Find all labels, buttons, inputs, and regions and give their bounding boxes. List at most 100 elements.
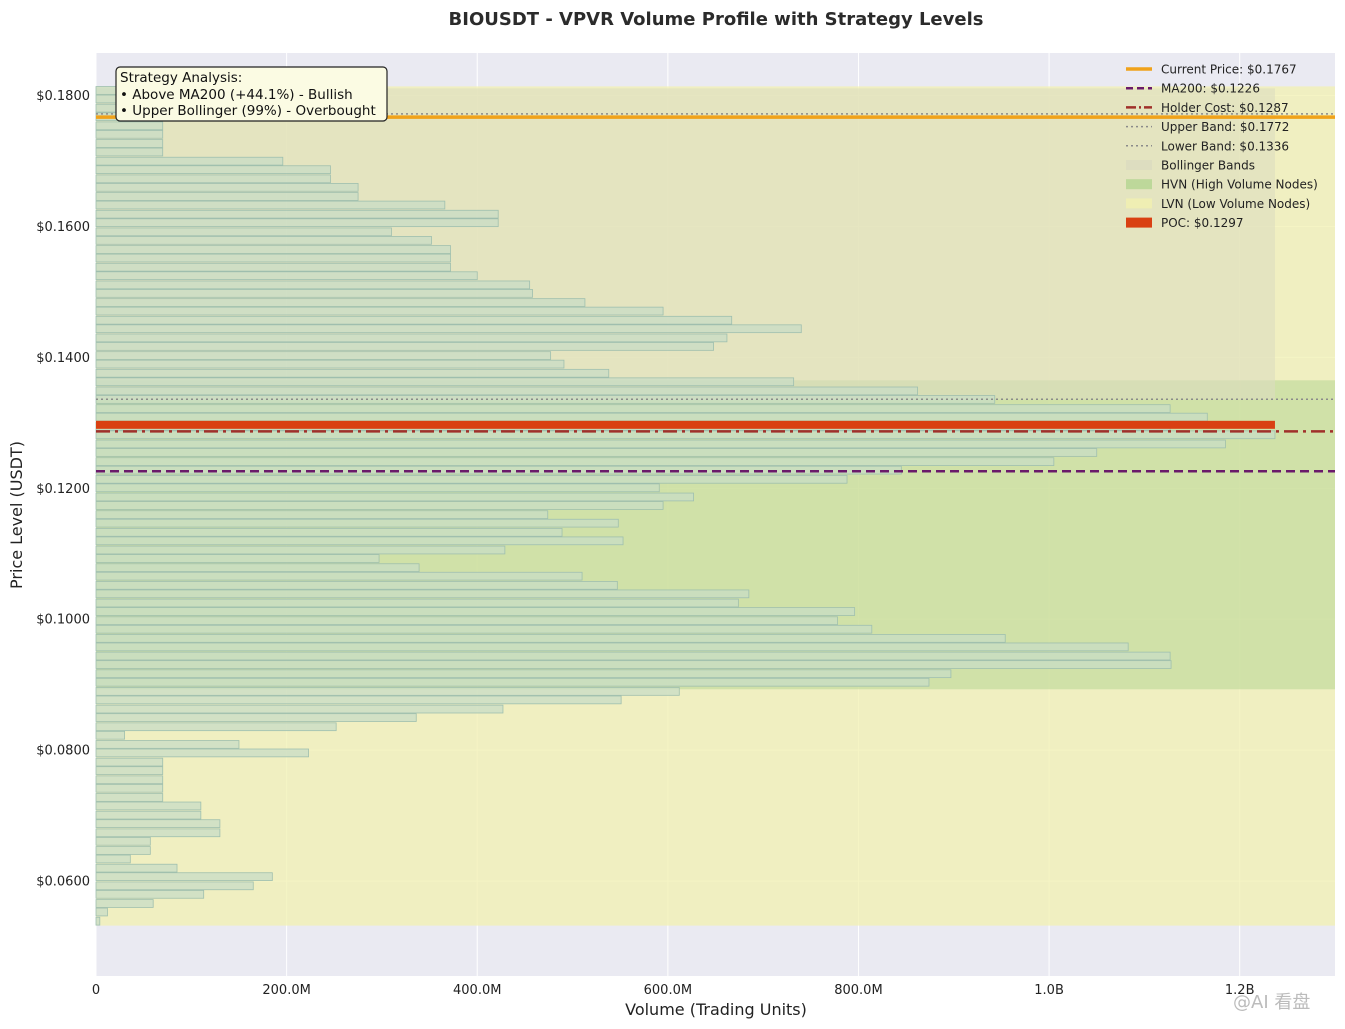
volume-bar xyxy=(95,200,446,210)
volume-bar xyxy=(95,616,838,626)
volume-bar xyxy=(95,298,586,307)
legend-label: Lower Band: $0.1336 xyxy=(1161,139,1289,153)
volume-bar xyxy=(95,528,563,537)
legend: Current Price: $0.1767 MA200: $0.1226 Hold… xyxy=(1126,63,1318,230)
legend-label: MA200: $0.1226 xyxy=(1161,82,1260,96)
legend-label: LVN (Low Volume Nodes) xyxy=(1161,197,1310,211)
volume-bar xyxy=(95,916,101,926)
legend-label: Current Price: $0.1767 xyxy=(1161,63,1297,77)
volume-bar xyxy=(95,315,733,325)
volume-bar xyxy=(95,607,856,616)
volume-bar xyxy=(95,854,131,864)
volume-bar xyxy=(95,333,728,343)
y-tick-label: $0.1400 xyxy=(36,351,90,366)
volume-bar xyxy=(95,457,1055,466)
volume-bar xyxy=(95,819,221,828)
volume-bar xyxy=(95,757,164,767)
x-axis-label: Volume (Trading Units) xyxy=(625,1000,807,1019)
volume-bar xyxy=(95,589,750,599)
volume-bar xyxy=(95,766,164,775)
volume-bar xyxy=(95,881,254,891)
legend-label: Upper Band: $0.1772 xyxy=(1161,120,1289,134)
volume-bar xyxy=(95,147,164,157)
volume-bar xyxy=(95,695,622,705)
volume-bar xyxy=(95,518,619,528)
volume-bar xyxy=(95,563,420,572)
volume-bar xyxy=(95,324,802,334)
annotation-line-3: • Upper Bollinger (99%) - Overbought xyxy=(120,103,376,119)
volume-bar xyxy=(95,872,273,881)
y-tick-label: $0.1800 xyxy=(36,89,90,104)
volume-bar xyxy=(95,669,952,679)
volume-bar xyxy=(95,740,240,749)
volume-bar xyxy=(95,395,996,404)
y-axis-label: Price Level (USDT) xyxy=(7,441,26,589)
x-tick-label: 1.2B xyxy=(1225,983,1255,998)
volume-bar xyxy=(95,722,337,732)
x-tick-label: 400.0M xyxy=(453,983,501,998)
volume-bar xyxy=(95,554,380,563)
volume-bar xyxy=(95,687,680,696)
volume-bar xyxy=(95,218,499,228)
volume-bar xyxy=(95,377,795,387)
volume-bar xyxy=(95,280,531,290)
volume-bar xyxy=(95,174,331,184)
y-tick-label: $0.0800 xyxy=(36,744,90,759)
volume-bar xyxy=(95,359,565,369)
volume-bar xyxy=(95,828,221,838)
legend-label: Holder Cost: $0.1287 xyxy=(1161,101,1289,115)
volume-bar xyxy=(95,748,309,758)
volume-bar xyxy=(95,474,848,484)
volume-bar xyxy=(95,501,664,510)
axis-ticks: 0 200.0M 400.0M 600.0M 800.0M 1.0B 1.2B $0.0600… xyxy=(36,89,1254,998)
volume-bar xyxy=(95,262,451,272)
legend-swatch xyxy=(1126,160,1152,170)
volume-bar xyxy=(95,156,284,166)
volume-bar xyxy=(95,598,739,608)
volume-bar xyxy=(95,660,1172,669)
volume-bar xyxy=(95,642,1129,652)
volume-bar xyxy=(95,863,178,873)
annotation-line-1: Strategy Analysis: xyxy=(120,70,242,86)
volume-bar xyxy=(95,430,1276,440)
volume-bar xyxy=(95,571,583,581)
volume-bar xyxy=(95,139,164,148)
volume-bar xyxy=(95,404,1171,413)
volume-bar xyxy=(95,713,417,722)
x-tick-label: 1.0B xyxy=(1034,983,1064,998)
volume-bar xyxy=(95,245,451,254)
volume-bar xyxy=(95,439,1226,449)
volume-bar xyxy=(95,836,151,846)
y-tick-label: $0.1000 xyxy=(36,613,90,628)
x-tick-label: 800.0M xyxy=(834,983,882,998)
poc-bar xyxy=(96,420,1275,429)
volume-bar xyxy=(95,236,432,245)
volume-bar xyxy=(95,253,451,263)
legend-label: Bollinger Bands xyxy=(1161,159,1255,173)
chart-title: BIOUSDT - VPVR Volume Profile with Strat… xyxy=(449,9,984,30)
x-tick-label: 200.0M xyxy=(262,983,310,998)
x-tick-label: 600.0M xyxy=(644,983,692,998)
watermark: @AI 看盘 xyxy=(1233,992,1310,1013)
volume-bar xyxy=(95,209,499,219)
volume-bar xyxy=(95,412,1208,422)
volume-bar xyxy=(95,289,533,298)
volume-bar xyxy=(95,677,930,687)
legend-swatch xyxy=(1126,198,1152,209)
legend-swatch xyxy=(1126,217,1152,228)
volume-bar xyxy=(95,775,164,785)
annotation-box: Strategy Analysis: • Above MA200 (+44.1%… xyxy=(115,66,388,122)
volume-bar xyxy=(95,227,392,237)
volume-bar xyxy=(95,386,918,396)
volume-bar xyxy=(95,183,359,192)
y-tick-label: $0.0600 xyxy=(36,875,90,890)
legend-label: HVN (High Volume Nodes) xyxy=(1161,178,1318,192)
volume-bar xyxy=(95,793,164,802)
annotation-line-2: • Above MA200 (+44.1%) - Bullish xyxy=(120,87,353,103)
volume-bar xyxy=(95,351,552,360)
volume-bar xyxy=(95,545,506,555)
volume-bar xyxy=(95,121,164,131)
legend-swatch xyxy=(1126,179,1152,190)
volume-bar xyxy=(95,907,108,917)
